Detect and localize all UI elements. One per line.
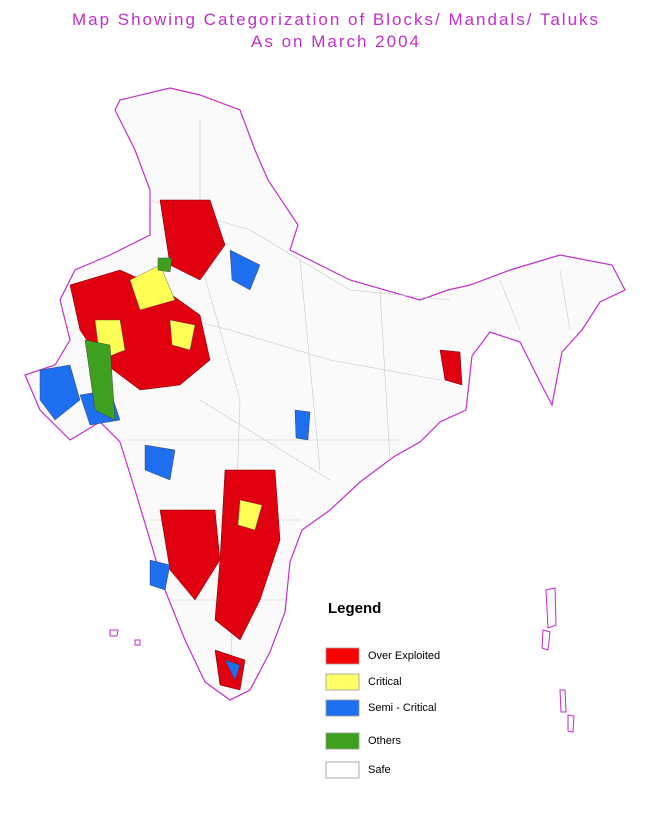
legend: Legend Over Exploited Critical Semi - Crit… bbox=[325, 600, 440, 779]
legend-label: Semi - Critical bbox=[368, 702, 436, 714]
india-map bbox=[24, 87, 626, 733]
district-lines bbox=[109, 120, 571, 691]
others-areas bbox=[84, 257, 173, 421]
legend-label: Over Exploited bbox=[368, 650, 440, 662]
legend-label: Critical bbox=[368, 676, 402, 688]
legend-swatch bbox=[325, 699, 360, 717]
semi-critical-areas bbox=[39, 249, 311, 681]
legend-swatch bbox=[325, 673, 360, 691]
title-line: Map Showing Categorization of Blocks/ Ma… bbox=[72, 10, 600, 29]
country-outline bbox=[24, 87, 626, 701]
legend-swatch bbox=[325, 732, 360, 750]
legend-title: Legend bbox=[328, 600, 381, 617]
islands bbox=[109, 587, 575, 733]
legend-label: Safe bbox=[368, 764, 391, 776]
legend-swatch bbox=[325, 761, 360, 779]
title-line: As on March 2004 bbox=[251, 32, 421, 51]
legend-label: Others bbox=[368, 735, 402, 747]
legend-swatch bbox=[325, 647, 360, 665]
